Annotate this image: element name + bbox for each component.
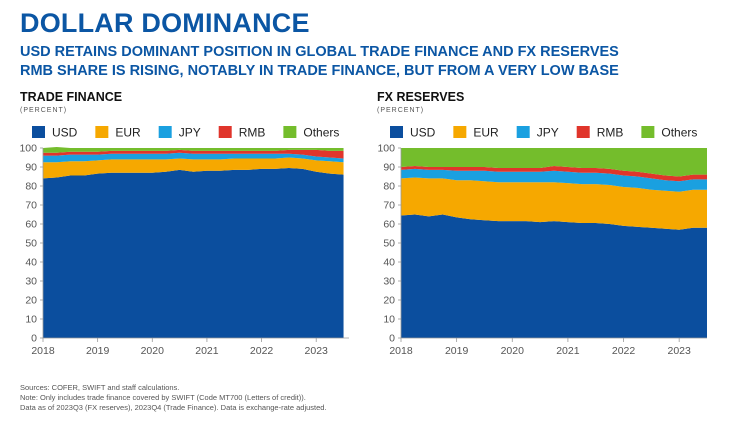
- area-series-eur: [43, 157, 344, 179]
- fx-reserves-chart: USD EUR JPY RMB Others 0 10 20 30 40 50 60 70 80 90 100…: [377, 126, 707, 357]
- area-series-usd: [401, 214, 707, 338]
- legend-swatch-others: [283, 126, 297, 138]
- legend-label-others: Others: [303, 126, 339, 140]
- area-series-eur: [401, 177, 707, 230]
- fx-reserves-unit: (PERCENT): [377, 107, 425, 114]
- trade-finance-unit: (PERCENT): [20, 107, 68, 114]
- area-series-usd: [43, 167, 344, 338]
- legend-label-usd: USD: [410, 126, 436, 140]
- legend-label-jpy: JPY: [537, 126, 559, 140]
- area-series-rmb: [43, 149, 344, 159]
- x-tick-label: 2019: [445, 345, 469, 357]
- x-tick-label: 2018: [389, 345, 413, 357]
- area-series-jpy: [43, 152, 344, 163]
- trade-finance-chart: USD EUR JPY RMB Others 0 10 20 30 40 50 60 70 80 90 100…: [19, 126, 349, 357]
- y-tick-label: 70: [383, 200, 395, 212]
- legend-label-eur: EUR: [473, 126, 499, 140]
- legend-label-others: Others: [661, 126, 697, 140]
- y-tick-label: 50: [383, 238, 395, 250]
- legend-swatch-usd: [32, 126, 45, 138]
- y-tick-label: 90: [25, 162, 37, 174]
- legend-swatch-others: [641, 126, 655, 138]
- footnote-sources: Sources: COFER, SWIFT and staff calculat…: [20, 383, 180, 392]
- footnote-note: Note: Only includes trade finance covere…: [20, 393, 306, 402]
- y-tick-label: 10: [25, 314, 37, 326]
- legend-swatch-usd: [390, 126, 403, 138]
- x-tick-label: 2023: [668, 345, 692, 357]
- page-subtitle-1: USD RETAINS DOMINANT POSITION IN GLOBAL …: [20, 44, 619, 60]
- y-tick-label: 20: [383, 295, 395, 307]
- x-tick-label: 2018: [31, 345, 55, 357]
- page-title: DOLLAR DOMINANCE: [20, 8, 310, 38]
- y-tick-label: 0: [31, 333, 37, 345]
- y-tick-label: 60: [383, 219, 395, 231]
- y-tick-label: 40: [25, 257, 37, 269]
- y-tick-label: 40: [383, 257, 395, 269]
- y-tick-label: 80: [25, 181, 37, 193]
- legend-swatch-rmb: [576, 126, 590, 138]
- legend-swatch-jpy: [516, 126, 530, 138]
- x-tick-label: 2023: [305, 345, 329, 357]
- legend-label-rmb: RMB: [239, 126, 266, 140]
- legend-label-usd: USD: [52, 126, 78, 140]
- y-tick-label: 100: [19, 143, 37, 155]
- y-tick-label: 90: [383, 162, 395, 174]
- legend-swatch-rmb: [218, 126, 232, 138]
- y-tick-label: 10: [383, 314, 395, 326]
- y-tick-label: 30: [383, 276, 395, 288]
- x-tick-label: 2020: [501, 345, 525, 357]
- y-tick-label: 70: [25, 200, 37, 212]
- footnote-data-date: Data as of 2023Q3 (FX reserves), 2023Q4 …: [20, 403, 327, 412]
- legend-swatch-eur: [453, 126, 467, 138]
- area-series-rmb: [401, 166, 707, 182]
- x-tick-label: 2022: [612, 345, 636, 357]
- legend-label-eur: EUR: [115, 126, 141, 140]
- area-series-others: [401, 148, 707, 177]
- y-tick-label: 20: [25, 295, 37, 307]
- x-tick-label: 2021: [195, 345, 219, 357]
- legend-label-jpy: JPY: [179, 126, 201, 140]
- x-tick-label: 2019: [86, 345, 110, 357]
- area-series-jpy: [401, 168, 707, 192]
- y-tick-label: 0: [389, 333, 395, 345]
- y-tick-label: 100: [377, 143, 395, 155]
- x-tick-label: 2021: [556, 345, 580, 357]
- y-tick-label: 50: [25, 238, 37, 250]
- legend-swatch-jpy: [158, 126, 172, 138]
- legend-swatch-eur: [95, 126, 109, 138]
- y-tick-label: 80: [383, 181, 395, 193]
- legend-label-rmb: RMB: [597, 126, 624, 140]
- trade-finance-title: TRADE FINANCE: [20, 90, 123, 104]
- area-series-others: [43, 147, 344, 153]
- x-tick-label: 2020: [141, 345, 165, 357]
- x-tick-label: 2022: [250, 345, 274, 357]
- fx-reserves-title: FX RESERVES: [377, 90, 465, 104]
- page-subtitle-2: RMB SHARE IS RISING, NOTABLY IN TRADE FI…: [20, 63, 619, 79]
- y-tick-label: 30: [25, 276, 37, 288]
- y-tick-label: 60: [25, 219, 37, 231]
